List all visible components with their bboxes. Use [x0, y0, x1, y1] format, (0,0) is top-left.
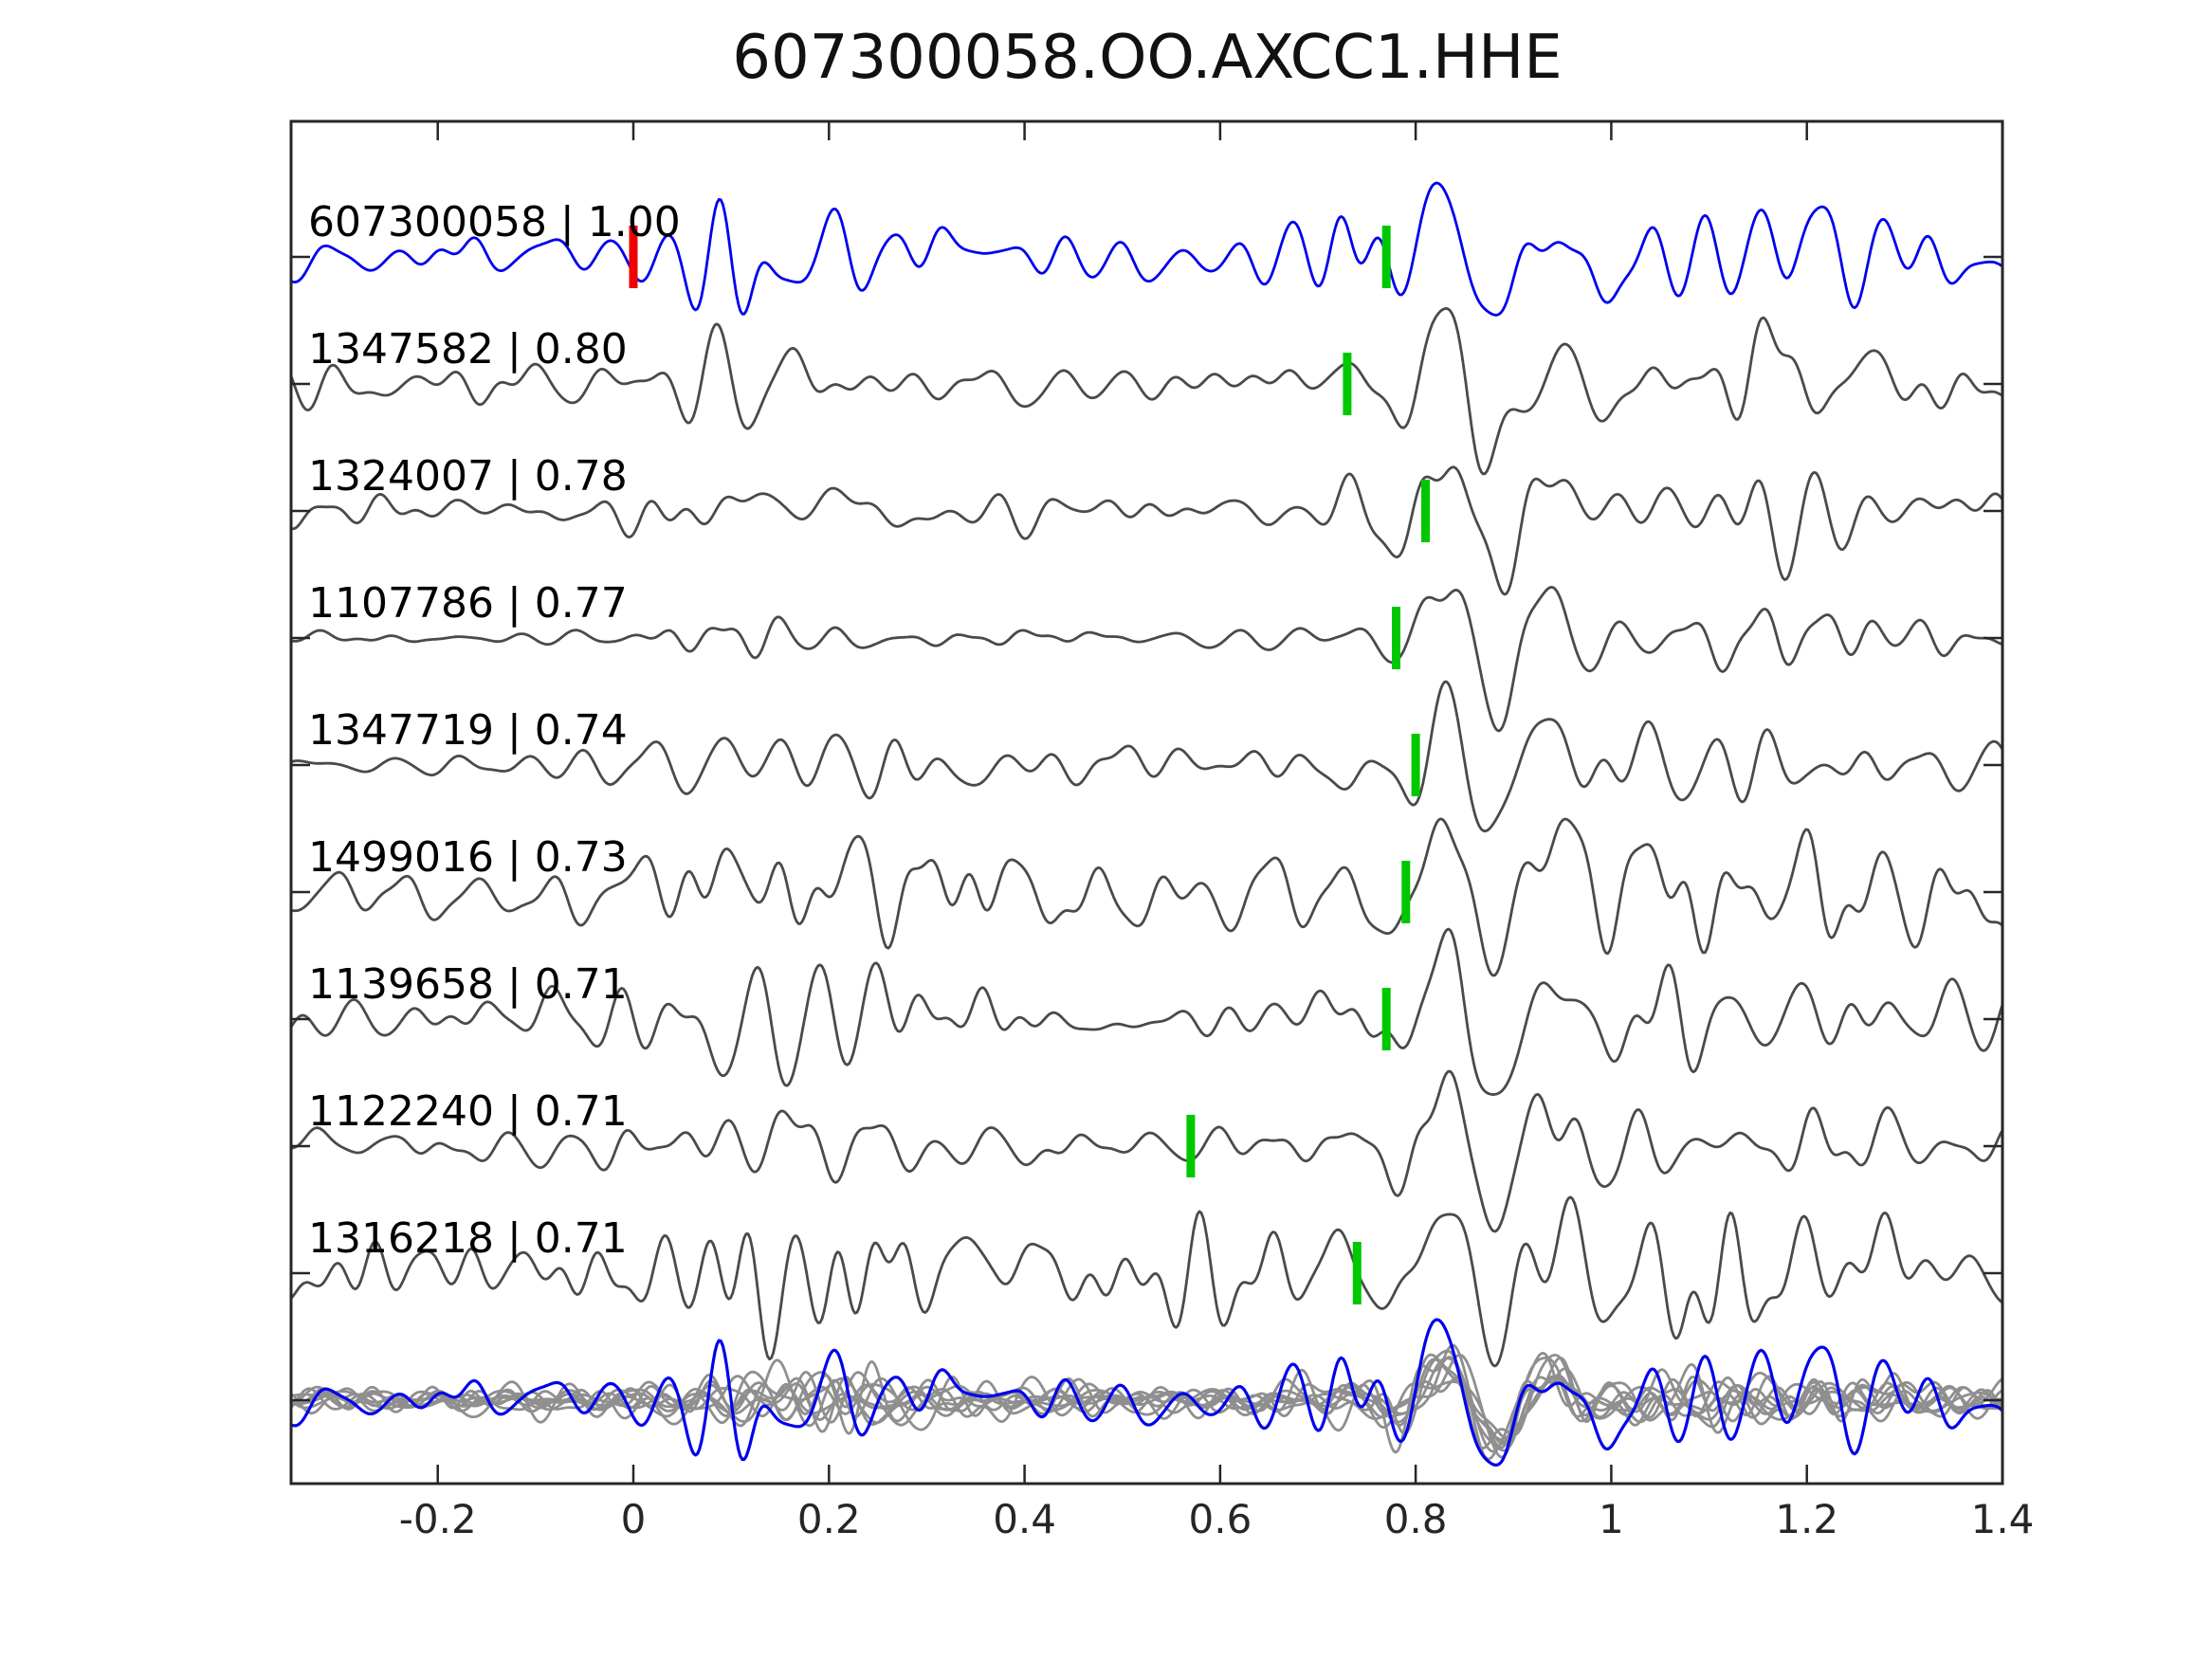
x-tick-label: 0.4: [993, 1496, 1056, 1542]
x-tick-label: -0.2: [399, 1496, 477, 1542]
pick-marker: [1343, 353, 1352, 415]
overlay-match-line: [291, 1349, 2002, 1449]
overlay-match-line: [291, 1367, 2002, 1449]
match-trace-line: [291, 586, 2002, 733]
pick-marker: [1401, 861, 1411, 923]
plot-title: 607300058.OO.AXCC1.HHE: [732, 23, 1562, 93]
origin-marker: [629, 226, 638, 288]
overlay-match-line: [291, 1358, 2002, 1452]
trace-label: 607300058 | 1.00: [308, 198, 681, 246]
x-tick-label: 1.2: [1775, 1496, 1838, 1542]
match-trace-line: [291, 307, 2002, 476]
trace-label: 1107786 | 0.77: [308, 579, 628, 628]
plot-border: [289, 119, 2004, 1486]
trace-label: 1324007 | 0.78: [308, 452, 628, 501]
template-trace-line: [291, 181, 2002, 317]
pick-marker: [1381, 988, 1391, 1050]
x-tick-label: 1.4: [1971, 1496, 2035, 1542]
trace-lines: [291, 181, 2002, 1368]
trace-label: 1499016 | 0.73: [308, 833, 628, 882]
x-tick-label: 0.2: [797, 1496, 861, 1542]
pick-marker: [1392, 607, 1400, 669]
pick-markers: [629, 226, 1430, 1304]
x-tick-label: 0.6: [1189, 1496, 1252, 1542]
x-tick-labels: -0.2 0 0.2 0.4 0.6 0.8 1 1.2 1.4: [399, 1496, 2035, 1542]
x-tick-label: 1: [1599, 1496, 1624, 1542]
trace-label: 1316218 | 0.71: [308, 1214, 628, 1263]
match-trace-line: [291, 1069, 2002, 1233]
overlay-lines: [291, 1318, 2002, 1467]
match-trace-line: [291, 1195, 2002, 1368]
pick-marker: [1352, 1242, 1362, 1304]
trace-label: 1122240 | 0.71: [308, 1087, 628, 1136]
overlay-template-line: [291, 1318, 2002, 1467]
x-tick-label: 0: [621, 1496, 647, 1542]
x-tick-label: 0.8: [1384, 1496, 1448, 1542]
pick-marker: [1381, 226, 1391, 288]
match-trace-line: [291, 465, 2002, 596]
trace-label: 1139658 | 0.71: [308, 960, 628, 1009]
trace-labels: 607300058 | 1.00 1347582 | 0.80 1324007 | …: [308, 198, 681, 1263]
trace-label: 1347582 | 0.80: [308, 325, 628, 374]
trace-label: 1347719 | 0.74: [308, 706, 628, 755]
pick-marker: [1411, 734, 1420, 796]
match-trace-line: [291, 817, 2002, 977]
match-trace-line: [291, 927, 2002, 1096]
match-trace-line: [291, 680, 2002, 833]
pick-marker: [1421, 480, 1430, 542]
pick-marker: [1186, 1115, 1196, 1177]
